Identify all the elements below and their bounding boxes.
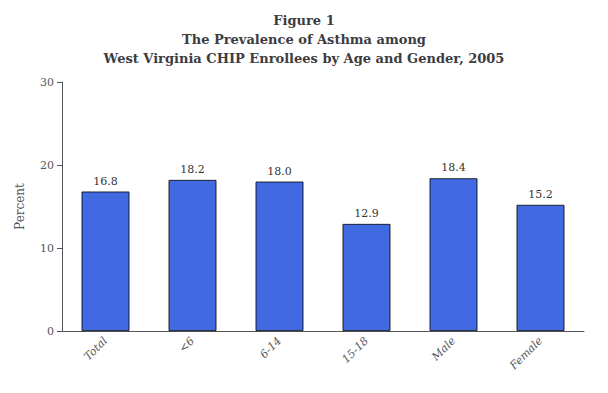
svg-text:20: 20	[40, 159, 54, 172]
svg-text:6-14: 6-14	[257, 334, 284, 361]
svg-text:18.4: 18.4	[441, 161, 466, 174]
svg-text:16.8: 16.8	[93, 175, 118, 188]
svg-text:12.9: 12.9	[354, 207, 379, 220]
svg-text:10: 10	[40, 242, 54, 255]
svg-text:15-18: 15-18	[340, 334, 372, 366]
svg-text:Percent: Percent	[13, 183, 27, 230]
svg-text:18.0: 18.0	[267, 165, 292, 178]
svg-text:<6: <6	[176, 334, 197, 355]
svg-text:30: 30	[40, 76, 54, 89]
svg-text:15.2: 15.2	[528, 188, 553, 201]
svg-text:Figure 1: Figure 1	[273, 13, 334, 28]
svg-text:Total: Total	[81, 334, 110, 363]
svg-text:Female: Female	[507, 334, 546, 373]
svg-text:The Prevalence of Asthma among: The Prevalence of Asthma among	[182, 32, 426, 47]
svg-text:0: 0	[47, 325, 54, 338]
svg-text:West Virginia CHIP Enrollees b: West Virginia CHIP Enrollees by Age and …	[103, 51, 505, 66]
svg-text:Male: Male	[429, 334, 459, 364]
svg-text:18.2: 18.2	[180, 163, 205, 176]
